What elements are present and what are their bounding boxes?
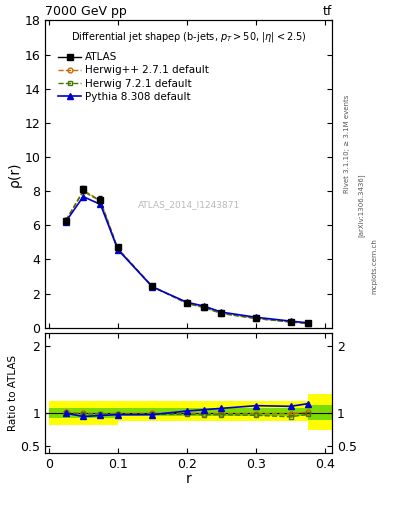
Text: 7000 GeV pp: 7000 GeV pp — [45, 5, 127, 18]
Text: Rivet 3.1.10; ≥ 3.1M events: Rivet 3.1.10; ≥ 3.1M events — [344, 94, 350, 193]
Text: mcplots.cern.ch: mcplots.cern.ch — [371, 238, 377, 294]
Y-axis label: Ratio to ATLAS: Ratio to ATLAS — [7, 355, 18, 431]
X-axis label: r: r — [186, 473, 191, 486]
Text: Differential jet shapeρ (b-jets, $p_{T}>50$, $|\eta| < 2.5$): Differential jet shapeρ (b-jets, $p_{T}>… — [71, 30, 307, 44]
Legend: ATLAS, Herwig++ 2.7.1 default, Herwig 7.2.1 default, Pythia 8.308 default: ATLAS, Herwig++ 2.7.1 default, Herwig 7.… — [56, 50, 211, 104]
Y-axis label: ρ(r): ρ(r) — [8, 161, 22, 187]
Text: ATLAS_2014_I1243871: ATLAS_2014_I1243871 — [138, 200, 240, 209]
Text: [arXiv:1306.3436]: [arXiv:1306.3436] — [358, 173, 364, 237]
Text: tf: tf — [323, 5, 332, 18]
